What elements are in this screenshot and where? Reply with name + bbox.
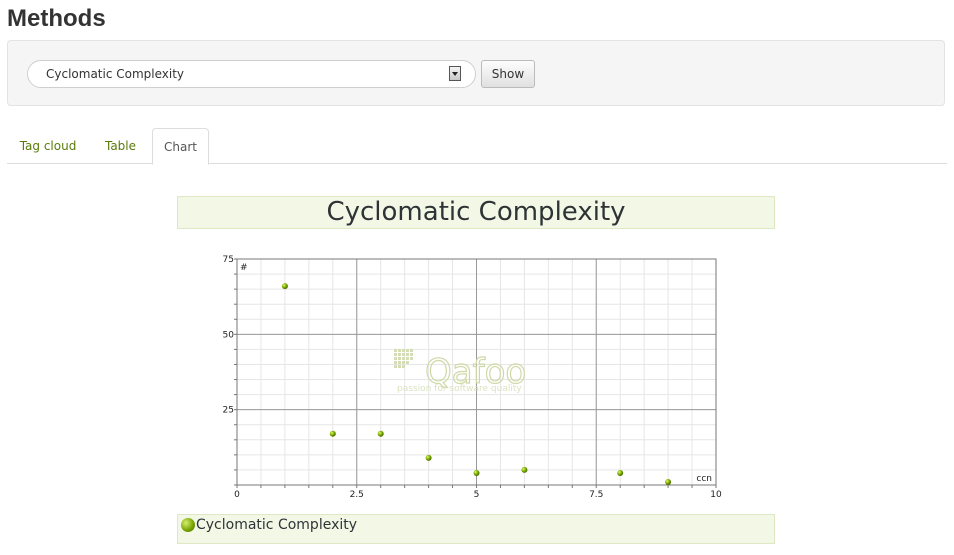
chart-title-box: Cyclomatic Complexity <box>177 196 775 229</box>
y-tick-label: 75 <box>223 255 234 265</box>
x-tick-label: 2.5 <box>350 490 364 500</box>
data-point <box>425 454 432 461</box>
y-tick-label: 50 <box>223 330 235 340</box>
watermark-brand: Qafoo <box>425 352 526 392</box>
qafoo-logo-icon <box>394 349 413 368</box>
metric-select[interactable]: Cyclomatic Complexity <box>27 60 476 88</box>
data-point <box>473 469 480 476</box>
axis-ticks <box>234 258 717 488</box>
data-point <box>665 478 672 485</box>
legend-marker-icon <box>181 518 195 532</box>
watermark-tagline: passion for software quality <box>397 384 522 394</box>
chart-legend: Cyclomatic Complexity <box>177 514 775 544</box>
data-point <box>281 283 288 290</box>
show-button[interactable]: Show <box>481 60 535 88</box>
x-axis-label: ccn <box>696 474 712 484</box>
data-point <box>617 469 624 476</box>
legend-label: Cyclomatic Complexity <box>196 517 358 533</box>
view-tabs: Tag cloud Table Chart <box>7 128 947 165</box>
x-tick-label: 0 <box>234 490 240 500</box>
qafoo-watermark: Qafoo passion for software quality <box>394 349 527 394</box>
data-points <box>281 283 672 485</box>
y-tick-label: 25 <box>223 406 234 416</box>
x-tick-label: 7.5 <box>589 490 603 500</box>
chevron-down-icon[interactable] <box>449 66 461 81</box>
data-point <box>521 466 528 473</box>
tab-chart[interactable]: Chart <box>152 128 209 165</box>
page-title: Methods <box>7 5 106 32</box>
metric-select-value: Cyclomatic Complexity <box>46 67 185 81</box>
data-point <box>329 430 336 437</box>
scatter-chart: Qafoo passion for software quality 0 2.5 5… <box>223 255 722 500</box>
chart-title: Cyclomatic Complexity <box>326 197 626 227</box>
data-point <box>377 430 384 437</box>
axis-tick-labels: 0 2.5 5 7.5 10 25 50 75 <box>223 255 722 500</box>
x-tick-label: 10 <box>710 490 722 500</box>
tab-table[interactable]: Table <box>104 139 137 153</box>
x-tick-label: 5 <box>474 490 480 500</box>
y-axis-label: # <box>240 263 248 273</box>
tab-tag-cloud[interactable]: Tag cloud <box>19 139 77 153</box>
filter-panel: Cyclomatic Complexity Show <box>7 40 945 106</box>
